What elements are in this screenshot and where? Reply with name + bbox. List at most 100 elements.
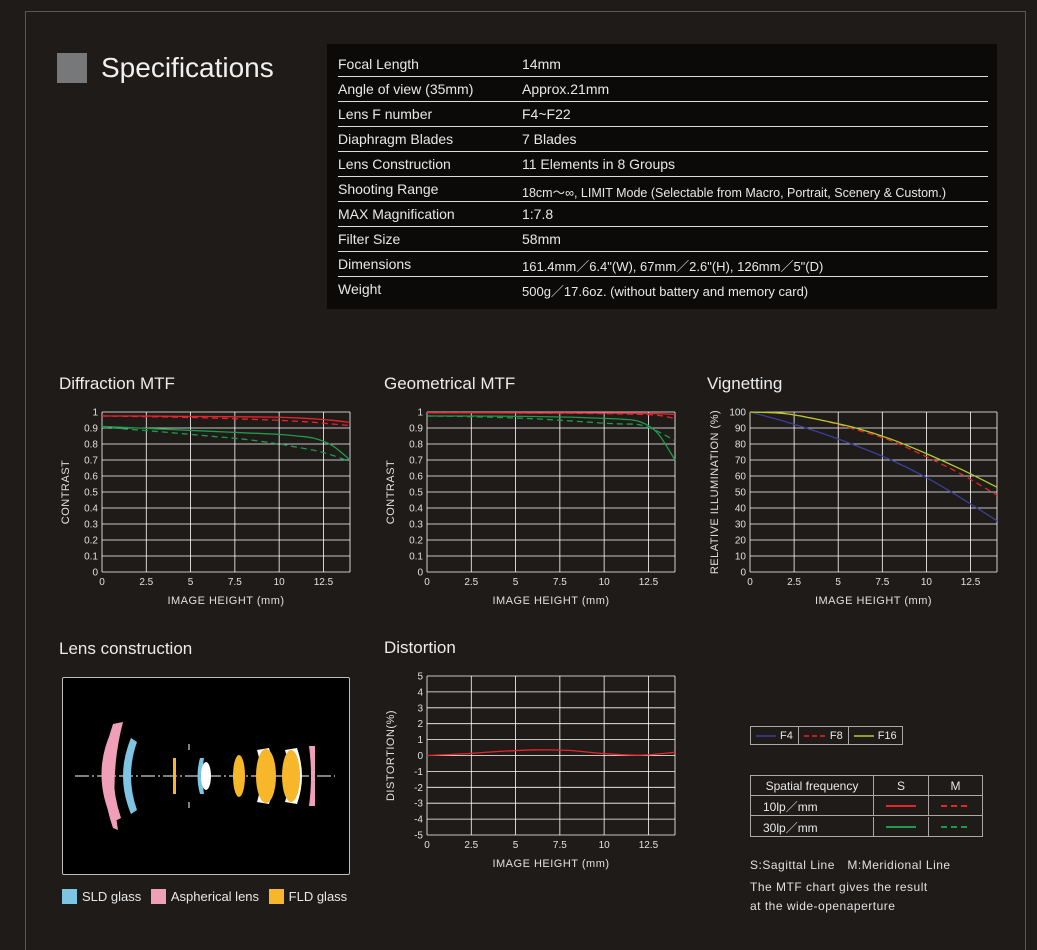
vignetting-legend: F4 F8 F16 — [750, 726, 903, 745]
legend-item-f4: F4 — [751, 727, 799, 744]
mtf-note-line1: The MTF chart gives the result — [750, 880, 928, 894]
spec-row: MAX Magnification 1:7.8 — [338, 202, 988, 227]
fld-element — [173, 758, 176, 794]
x-tick-label: 10 — [921, 577, 933, 588]
y-tick-label: 100 — [729, 408, 746, 419]
spatial-frequency-table: Spatial frequency S M 10lp／mm 30lp／mm — [750, 775, 983, 837]
sld-element — [123, 738, 137, 814]
geometrical-mtf-chart: 00.10.20.30.40.50.60.70.80.910 2.5 5 7.5 10 1… — [385, 408, 676, 607]
series-line — [101, 415, 351, 424]
spec-value: 18cm〜∞, LIMIT Mode (Selectable from Macr… — [522, 186, 947, 200]
spec-key: Angle of view (35mm) — [338, 81, 474, 97]
y-tick-label: -1 — [414, 767, 423, 778]
legend-label: SLD glass — [82, 889, 142, 904]
spec-value: Approx.21mm — [522, 81, 610, 97]
spec-value: 500g／17.6oz. (without battery and memory… — [522, 284, 809, 299]
y-tick-label: -4 — [414, 815, 423, 826]
y-tick-label: 0.8 — [409, 440, 423, 451]
spec-key: Weight — [338, 281, 382, 297]
legend-item: FLD glass — [268, 889, 347, 904]
legend-item: Aspherical lens — [150, 889, 259, 904]
x-tick-label: 0 — [424, 577, 430, 588]
y-tick-label: 0 — [417, 751, 423, 762]
x-axis-label: IMAGE HEIGHT (mm) — [815, 595, 932, 607]
y-tick-label: 90 — [735, 424, 747, 435]
y-tick-label: 0.8 — [84, 440, 98, 451]
frequency-label: 10lp／mm — [751, 796, 874, 816]
x-tick-label: 7.5 — [553, 577, 567, 588]
x-axis-label: IMAGE HEIGHT (mm) — [492, 858, 609, 870]
fld-swatch — [268, 889, 284, 904]
x-tick-label: 12.5 — [639, 840, 659, 851]
x-tick-label: 12.5 — [314, 577, 334, 588]
y-tick-label: 0.1 — [84, 552, 98, 563]
f4-line-icon — [756, 734, 776, 737]
y-tick-label: -3 — [414, 799, 423, 810]
y-tick-label: 3 — [417, 703, 423, 714]
x-tick-label: 7.5 — [553, 840, 567, 851]
spec-value: 7 Blades — [522, 131, 577, 147]
series-line — [101, 415, 351, 427]
y-tick-label: 0 — [740, 568, 746, 579]
spec-key: Diaphragm Blades — [338, 131, 454, 147]
y-tick-label: 0.4 — [409, 504, 423, 515]
lens-construction-diagram — [62, 677, 350, 875]
y-tick-label: 10 — [735, 552, 747, 563]
lens-construction-title: Lens construction — [59, 639, 193, 658]
y-axis-label: DISTORTION(%) — [385, 710, 397, 801]
spec-value: 11 Elements in 8 Groups — [522, 156, 676, 172]
spec-key: Dimensions — [338, 256, 412, 272]
y-axis-label: CONTRAST — [385, 460, 397, 525]
table-row: 10lp／mm — [751, 796, 982, 816]
diffraction-mtf-title: Diffraction MTF — [59, 374, 175, 393]
x-tick-label: 0 — [99, 577, 105, 588]
spec-row: Shooting Range 18cm〜∞, LIMIT Mode (Select… — [338, 177, 988, 202]
y-tick-label: 0.3 — [84, 520, 98, 531]
y-tick-label: 0.6 — [84, 472, 98, 483]
y-tick-label: 40 — [735, 504, 747, 515]
y-tick-label: 0.9 — [409, 424, 423, 435]
series-line — [749, 411, 998, 522]
spec-row: Angle of view (35mm) Approx.21mm — [338, 77, 988, 102]
table-row: 30lp／mm — [751, 817, 982, 837]
frequency-label: 30lp／mm — [751, 817, 874, 837]
x-tick-label: 2.5 — [464, 577, 478, 588]
vignetting-title: Vignetting — [707, 374, 783, 393]
legend-item: SLD glass — [62, 889, 141, 904]
series-line — [749, 411, 998, 496]
diffraction-mtf-chart: 00.10.20.30.40.50.60.70.80.910 2.5 5 7.5 10 1… — [60, 408, 351, 607]
specifications-title: Specifications — [101, 52, 274, 83]
spec-value: 1:7.8 — [522, 206, 554, 222]
y-tick-label: 0 — [417, 568, 423, 579]
spec-key: Shooting Range — [338, 181, 439, 197]
y-tick-label: 80 — [735, 440, 747, 451]
x-tick-label: 10 — [599, 840, 611, 851]
x-axis-label: IMAGE HEIGHT (mm) — [167, 595, 284, 607]
aspherical-element — [101, 732, 121, 822]
x-tick-label: 5 — [513, 840, 519, 851]
spec-key: MAX Magnification — [338, 206, 455, 222]
x-tick-label: 2.5 — [139, 577, 153, 588]
x-tick-label: 7.5 — [875, 577, 889, 588]
x-tick-label: 10 — [274, 577, 286, 588]
x-tick-label: 12.5 — [639, 577, 659, 588]
header-cell: Spatial frequency — [751, 776, 874, 796]
x-tick-label: 12.5 — [961, 577, 981, 588]
y-tick-label: 0.5 — [84, 488, 98, 499]
y-tick-label: 50 — [735, 488, 747, 499]
spec-row: Lens Construction 11 Elements in 8 Groups — [338, 152, 988, 177]
legend-label: F4 — [780, 729, 793, 742]
vignetting-chart: 0 10 20 30 40 50 60 70 80 90 100 0 2.5 5 7.5 10 12.5 IMAG… — [709, 408, 998, 607]
x-tick-label: 5 — [835, 577, 841, 588]
line-legend-note: S:Sagittal Line M:Meridional Line — [750, 858, 951, 872]
meridional-line-sample — [929, 796, 982, 816]
x-tick-label: 10 — [599, 577, 611, 588]
fld-element — [233, 755, 245, 797]
page-frame — [25, 11, 1026, 950]
y-axis-label: CONTRAST — [60, 460, 72, 525]
y-tick-label: 0.6 — [409, 472, 423, 483]
x-tick-label: 7.5 — [228, 577, 242, 588]
series-line — [101, 425, 351, 461]
y-tick-label: 0.3 — [409, 520, 423, 531]
y-tick-label: -5 — [414, 831, 423, 842]
